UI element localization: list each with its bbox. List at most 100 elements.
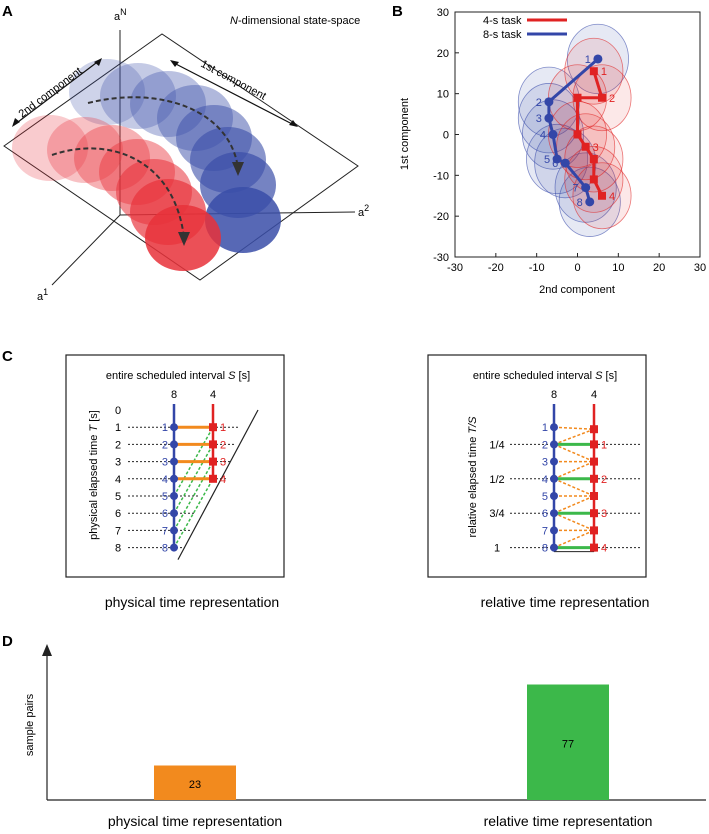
blue-point: [585, 197, 595, 207]
physical-caption: physical time representation: [105, 594, 279, 610]
panel-c-label: C: [2, 348, 13, 365]
relative-red-label: 4: [601, 543, 607, 555]
d-bar-value-label: 77: [562, 738, 574, 750]
relative-blue-node: [550, 526, 558, 535]
panel-c: C entire scheduled interval S [s] 8 4 ph…: [2, 348, 649, 610]
physical-blue-node: [170, 509, 178, 518]
ellipse-layer: [517, 23, 632, 237]
b-ylabel: 1st component: [399, 98, 411, 170]
first-component-arrow: [171, 61, 297, 127]
relative-orange-link: [553, 443, 595, 463]
b-xtick-label: 20: [653, 262, 665, 274]
physical-red-label: 3: [220, 457, 226, 469]
b-ytick-label: -30: [433, 252, 449, 264]
physical-red-node: [209, 457, 217, 466]
physical-blue-node: [170, 526, 178, 535]
physical-blue-node: [170, 423, 178, 432]
blue-point: [581, 183, 591, 193]
physical-green-link: [173, 444, 214, 514]
physical-blue-label: 6: [162, 508, 168, 520]
relative-ylabel: relative elapsed time T/S: [467, 416, 479, 538]
red-point-label: 3: [593, 142, 599, 154]
red-point: [589, 175, 598, 184]
physical-red-node: [209, 474, 217, 483]
relative-row-label: 1/2: [489, 474, 504, 486]
physical-row-label: 4: [115, 474, 121, 486]
physical-col-8: 8: [171, 389, 177, 401]
panel-b-label: B: [392, 3, 403, 20]
relative-box-frame: [427, 354, 647, 578]
blue-point: [544, 97, 554, 107]
blue-point-label: 7: [573, 183, 579, 195]
physical-red-label: 4: [220, 474, 226, 486]
physical-box-frame: [65, 354, 285, 578]
b-xtick-label: 10: [612, 262, 624, 274]
physical-row-label: 6: [115, 508, 121, 520]
b-ytick-label: 10: [437, 89, 449, 101]
relative-time-box: entire scheduled interval S [s] 8 4 rela…: [427, 354, 649, 610]
bar-layer: 23 physical time representation 77 relative…: [108, 684, 653, 829]
physical-red-node: [209, 423, 217, 432]
physical-red-label: 1: [220, 422, 226, 434]
b-ytick-label: 30: [437, 7, 449, 19]
panel-b: B -30 -20 -10 0 10 20 30 30 20 10 0 -10 -20 -30 1 2 3 4 5…: [392, 3, 706, 296]
blue-trajectory-arrowhead: [232, 162, 244, 176]
physical-header: entire scheduled interval S [s]: [106, 370, 250, 382]
b-xtick-label: 30: [694, 262, 706, 274]
blue-point-label: 3: [536, 113, 542, 125]
relative-row-label: 1: [494, 543, 500, 555]
relative-red-node: [590, 474, 598, 483]
relative-header: entire scheduled interval S [s]: [473, 370, 617, 382]
state-space-title: N-dimensional state-space: [230, 15, 360, 27]
relative-blue-label: 8: [542, 543, 548, 555]
physical-row-label: 7: [115, 525, 121, 537]
relative-orange-link: [553, 512, 595, 532]
blue-point: [552, 154, 562, 164]
physical-blue-node: [170, 474, 178, 483]
physical-blue-label: 2: [162, 439, 168, 451]
blue-point-label: 2: [536, 97, 542, 109]
red-point-label: 4: [609, 191, 615, 203]
physical-time-box: entire scheduled interval S [s] 8 4 phys…: [65, 354, 285, 610]
blue-point: [548, 130, 558, 139]
red-point-label: 1: [601, 66, 607, 78]
relative-blue-node: [550, 440, 558, 449]
blue-point: [560, 158, 570, 168]
b-xlabel: 2nd component: [539, 284, 615, 296]
relative-blue-node: [550, 492, 558, 500]
legend-8s-label: 8-s task: [483, 29, 522, 41]
blue-point-label: 5: [544, 154, 550, 166]
relative-row-label: 3/4: [489, 508, 504, 520]
red-disc-trajectory: [12, 115, 221, 271]
b-ytick-label: -20: [433, 211, 449, 223]
relative-red-node: [590, 492, 598, 500]
relative-red-label: 2: [601, 474, 607, 486]
relative-blue-label: 5: [542, 491, 548, 503]
tick-layer: -30 -20 -10 0 10 20 30 30 20 10 0 -10 -20 -30: [433, 7, 706, 274]
relative-orange-link: [553, 495, 595, 514]
physical-blue-node: [170, 492, 178, 500]
axis-n-label: aN: [114, 7, 127, 23]
relative-blue-node: [550, 474, 558, 483]
physical-row-label: 0: [115, 405, 121, 417]
relative-blue-label: 4: [542, 474, 548, 486]
relative-red-node: [590, 543, 598, 552]
physical-row-label: 1: [115, 422, 121, 434]
d-category-label: relative time representation: [484, 813, 653, 829]
physical-blue-label: 3: [162, 457, 168, 469]
physical-diagram: 0 1 2 3 4 5 6 7 8 1 2 3 4 5 6 7 8 1 2 3 4: [115, 404, 259, 560]
physical-row-label: 5: [115, 491, 121, 503]
physical-blue-label: 7: [162, 525, 168, 537]
d-ylabel: sample pairs: [24, 693, 36, 756]
d-category-label: physical time representation: [108, 813, 282, 829]
red-point: [589, 67, 598, 76]
d-bar: [154, 765, 236, 800]
axis-1-label: a1: [37, 287, 48, 303]
d-bar: [527, 684, 609, 800]
physical-green-link: [173, 461, 214, 531]
physical-blue-node: [170, 543, 178, 552]
red-point: [581, 142, 590, 151]
relative-red-node: [590, 509, 598, 518]
physical-blue-label: 4: [162, 474, 168, 486]
blue-point: [593, 54, 603, 64]
